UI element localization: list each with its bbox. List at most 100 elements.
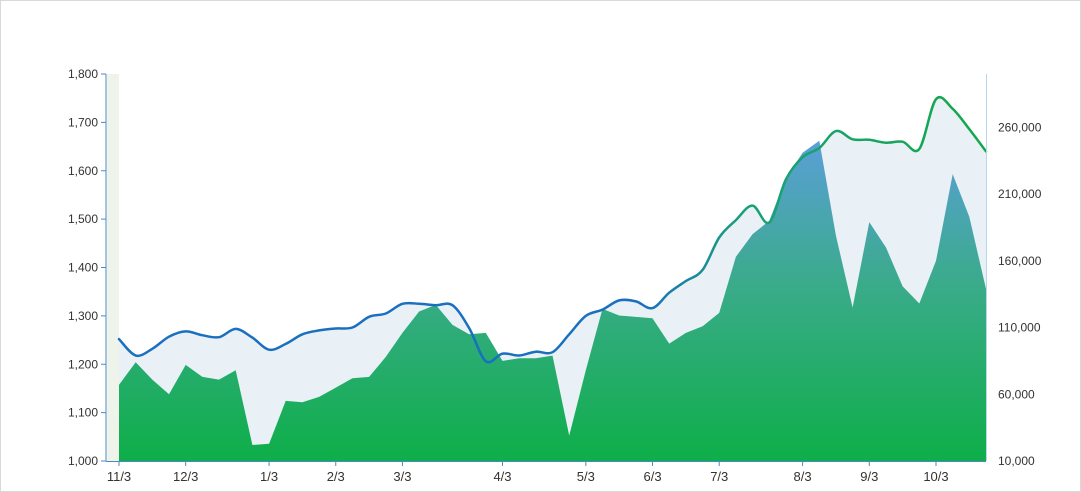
series-2-point	[651, 317, 654, 320]
series-2-point	[834, 234, 837, 237]
left-band	[107, 74, 119, 461]
series-1-point	[968, 128, 971, 131]
series-1-point	[201, 334, 204, 337]
x-tick-label: 6/3	[643, 469, 661, 484]
series-2-point	[118, 383, 121, 386]
series-2-point	[501, 359, 504, 362]
series-2-point	[951, 173, 954, 176]
y-right-tick-label: 260,000	[998, 120, 1042, 134]
series-2-point	[334, 386, 337, 389]
series-1-point	[284, 342, 287, 345]
y-left-tick-label: 1,100	[68, 406, 98, 420]
series-1-point	[551, 351, 554, 354]
x-tick-label: 5/3	[577, 469, 595, 484]
series-1-point	[234, 327, 237, 330]
series-1-point	[618, 299, 621, 302]
x-tick-label: 2/3	[327, 469, 345, 484]
series-1-point	[518, 354, 521, 357]
series-2-point	[901, 285, 904, 288]
x-tick-label: 7/3	[710, 469, 728, 484]
series-1-point	[368, 315, 371, 318]
series-1-point	[568, 333, 571, 336]
series-1-point	[334, 327, 337, 330]
series-1-point	[318, 329, 321, 332]
series-2-point	[918, 302, 921, 305]
series-2-point	[251, 444, 254, 447]
series-2-point	[368, 375, 371, 378]
x-tick-label: 1/3	[260, 469, 278, 484]
series-2-area	[119, 140, 986, 461]
y-right-tick-label: 60,000	[998, 387, 1035, 401]
series-2-point	[534, 357, 537, 360]
series-2-point	[184, 363, 187, 366]
series-1-point	[951, 107, 954, 110]
series-2-point	[868, 221, 871, 224]
y-right-tick-label: 110,000	[998, 321, 1041, 335]
series-2-point	[468, 333, 471, 336]
y-left-tick-label: 1,300	[68, 309, 98, 323]
series-2-point	[734, 255, 737, 258]
series-2-point	[935, 259, 938, 262]
y-right-tick-label: 210,000	[998, 187, 1042, 201]
series-2-point	[384, 355, 387, 358]
series-1-point	[268, 348, 271, 351]
series-2-point	[701, 325, 704, 328]
series-1-point	[901, 140, 904, 143]
series-1-point	[734, 219, 737, 222]
series-2-point	[634, 315, 637, 318]
series-2-point	[801, 151, 804, 154]
series-2-point	[151, 378, 154, 381]
series-1-point	[801, 156, 804, 159]
series-2-point	[751, 233, 754, 236]
y-left-tick-label: 1,500	[68, 212, 98, 226]
series-1-point	[451, 304, 454, 307]
series-1-point	[301, 333, 304, 336]
series-1-point	[118, 338, 121, 341]
series-1-point	[468, 327, 471, 330]
series-2-point	[718, 311, 721, 314]
series-1-point	[684, 280, 687, 283]
series-2-point	[518, 357, 521, 360]
y-right-tick-label: 10,000	[998, 454, 1035, 468]
y-left-tick-label: 1,200	[68, 357, 98, 371]
series-1-point	[168, 335, 171, 338]
series-2-point	[885, 246, 888, 249]
series-1-point	[868, 138, 871, 141]
series-1-point	[218, 336, 221, 339]
y-right-tick-label: 160,000	[998, 254, 1042, 268]
series-2-point	[768, 219, 771, 222]
series-1-point	[134, 354, 137, 357]
x-tick-label: 11/3	[107, 469, 131, 484]
series-1-point	[484, 360, 487, 363]
series-2-point	[784, 177, 787, 180]
series-1-point	[818, 147, 821, 150]
series-2-point	[168, 393, 171, 396]
series-2-point	[201, 375, 204, 378]
series-2-point	[618, 314, 621, 317]
series-2-point	[484, 331, 487, 334]
x-tick-label: 9/3	[860, 469, 878, 484]
x-tick-label: 12/3	[173, 469, 198, 484]
series-1-point	[418, 302, 421, 305]
series-1-point	[701, 268, 704, 271]
series-2-point	[568, 434, 571, 437]
series-1-point	[534, 350, 537, 353]
series-2-point	[818, 139, 821, 142]
x-tick-label: 3/3	[393, 469, 411, 484]
series-1-point	[935, 98, 938, 101]
series-2-point	[968, 215, 971, 218]
series-2-point	[351, 377, 354, 380]
series-1-point	[251, 336, 254, 339]
series-1-point	[584, 314, 587, 317]
y-left-tick-label: 1,600	[68, 164, 98, 178]
series-2-point	[451, 323, 454, 326]
series-2-point	[318, 395, 321, 398]
series-2-point	[301, 401, 304, 404]
y-left-tick-label: 1,800	[68, 67, 98, 81]
series-1-point	[834, 130, 837, 133]
series-2-point	[234, 369, 237, 372]
y-left-tick-label: 1,400	[68, 261, 98, 275]
series-2-point	[434, 303, 437, 306]
series-2-point	[134, 361, 137, 364]
